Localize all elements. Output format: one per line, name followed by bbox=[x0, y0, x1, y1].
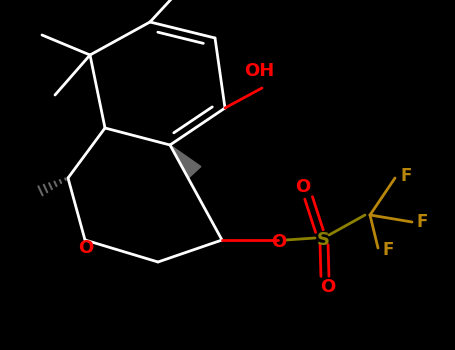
Text: F: F bbox=[383, 241, 394, 259]
Text: F: F bbox=[400, 167, 411, 185]
Text: O: O bbox=[320, 278, 336, 296]
Text: F: F bbox=[417, 213, 428, 231]
Text: O: O bbox=[271, 233, 287, 251]
Text: O: O bbox=[78, 239, 94, 257]
Text: S: S bbox=[317, 231, 329, 249]
Text: O: O bbox=[295, 178, 311, 196]
Polygon shape bbox=[170, 145, 201, 177]
Text: OH: OH bbox=[244, 62, 274, 80]
